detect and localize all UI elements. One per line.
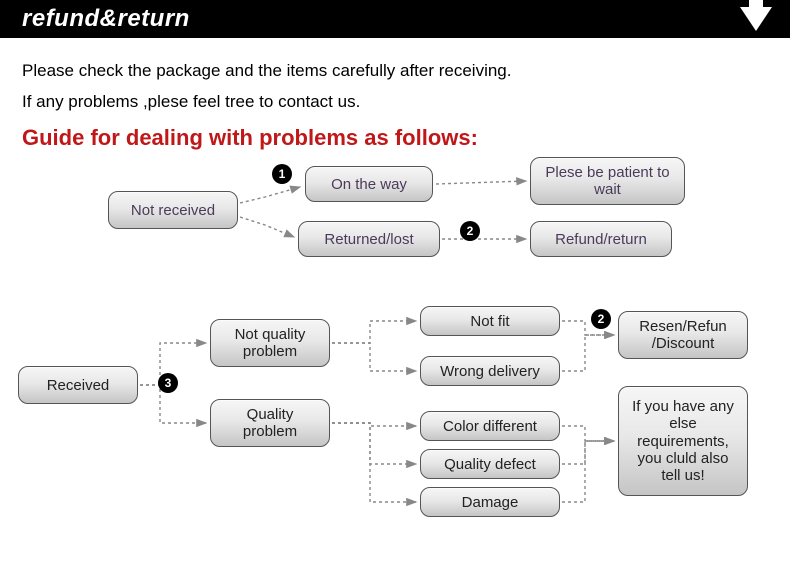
intro-line-1: Please check the package and the items c… [22,56,768,87]
badge-3: 3 [158,373,178,393]
node-on_the_way: On the way [305,166,433,202]
node-resen: Resen/Refun /Discount [618,311,748,359]
edge-on_the_way-patient [436,181,526,184]
node-quality: Quality problem [210,399,330,447]
edge-damage-anyelse [562,441,614,502]
edge-color_diff-anyelse [562,426,614,441]
node-damage: Damage [420,487,560,517]
edge-quality-damage [332,423,416,502]
badge-2: 2 [591,309,611,329]
edge-quality-quality_defect [332,423,416,464]
node-not_fit: Not fit [420,306,560,336]
edge-not_quality-not_fit [332,321,416,343]
badge-2: 2 [460,221,480,241]
intro-text: Please check the package and the items c… [0,38,790,123]
node-patient: Plese be patient to wait [530,157,685,205]
node-anyelse: If you have any else requirements, you c… [618,386,748,496]
node-quality_defect: Quality defect [420,449,560,479]
header-title: refund&return [22,5,190,33]
edge-quality_defect-anyelse [562,441,614,464]
node-returned_lost: Returned/lost [298,221,440,257]
guide-title: Guide for dealing with problems as follo… [0,123,790,151]
edge-not_quality-wrong_delivery [332,343,416,371]
edge-wrong_delivery-resen [562,335,614,371]
node-wrong_delivery: Wrong delivery [420,356,560,386]
node-color_diff: Color different [420,411,560,441]
edge-not_received-returned_lost [240,217,294,237]
down-arrow-icon [740,7,772,31]
edge-quality-color_diff [332,423,416,426]
flowchart-canvas: Not received On the way Plese be patient t… [0,151,790,571]
intro-line-2: If any problems ,plese feel tree to cont… [22,87,768,118]
header-bar: refund&return [0,0,790,38]
node-not_received: Not received [108,191,238,229]
node-not_quality: Not quality problem [210,319,330,367]
node-received: Received [18,366,138,404]
node-refund_return: Refund/return [530,221,672,257]
badge-1: 1 [272,164,292,184]
edge-not_received-on_the_way [240,187,300,203]
